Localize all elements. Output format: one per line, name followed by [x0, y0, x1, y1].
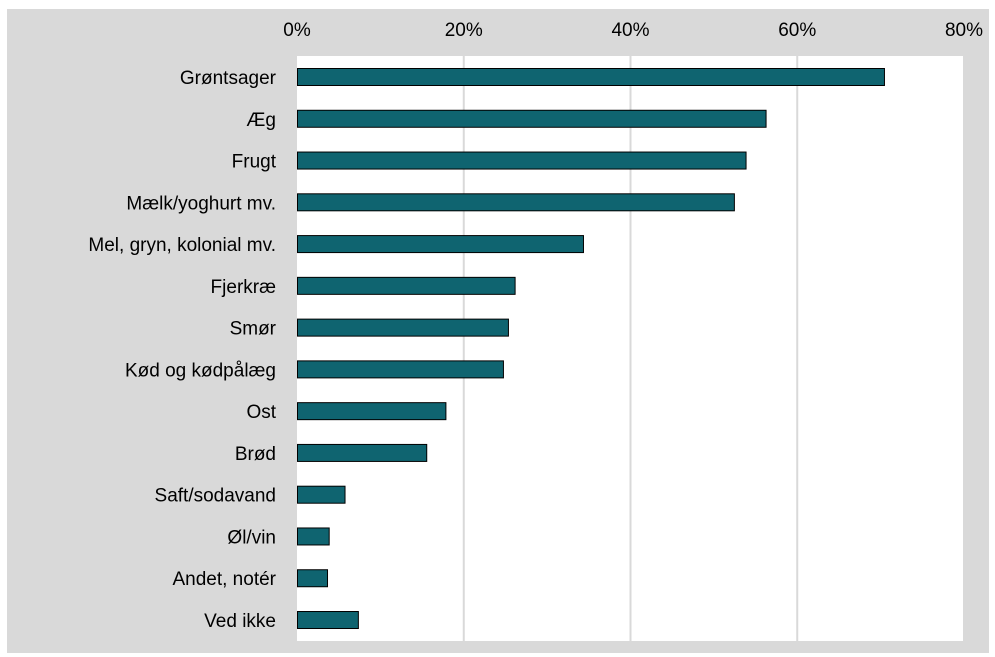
category-label: Smør — [230, 319, 277, 340]
category-label: Ved ikke — [204, 611, 276, 632]
bar — [297, 318, 509, 337]
bar — [297, 109, 767, 128]
bar — [297, 68, 885, 86]
category-label: Æg — [246, 110, 276, 131]
category-labels: Grøntsager Æg Frugt Mælk/yoghurt mv. Mel, gr… — [88, 68, 276, 632]
category-label: Fjerkræ — [211, 277, 277, 298]
category-label: Brød — [235, 444, 276, 465]
x-tick-label: 0% — [283, 20, 311, 41]
category-label: Saft/sodavand — [155, 486, 276, 507]
bar — [297, 443, 428, 462]
x-tick-labels: 0% 20% 40% 60% 80% — [283, 20, 983, 41]
bar — [297, 276, 516, 295]
bar — [297, 485, 346, 504]
category-label: Andet, notér — [172, 569, 276, 590]
category-label: Mælk/yoghurt mv. — [126, 193, 276, 214]
x-tick-label: 20% — [445, 20, 483, 41]
bar — [297, 235, 584, 254]
x-tick-label: 40% — [611, 20, 649, 41]
bars — [297, 68, 885, 630]
category-label: Mel, gryn, kolonial mv. — [88, 235, 276, 256]
category-label: Ost — [246, 402, 276, 423]
category-label: Grøntsager — [180, 68, 277, 89]
x-tick-label: 60% — [778, 20, 816, 41]
bar — [297, 402, 447, 421]
bar — [297, 193, 735, 212]
category-label: Frugt — [232, 152, 277, 173]
x-tick-label: 80% — [945, 20, 983, 41]
category-label: Kød og kødpålæg — [125, 360, 276, 381]
bar — [297, 611, 359, 630]
bar — [297, 527, 330, 546]
category-label: Øl/vin — [227, 527, 276, 548]
bar — [297, 151, 747, 170]
bar — [297, 569, 329, 588]
bar — [297, 360, 504, 379]
